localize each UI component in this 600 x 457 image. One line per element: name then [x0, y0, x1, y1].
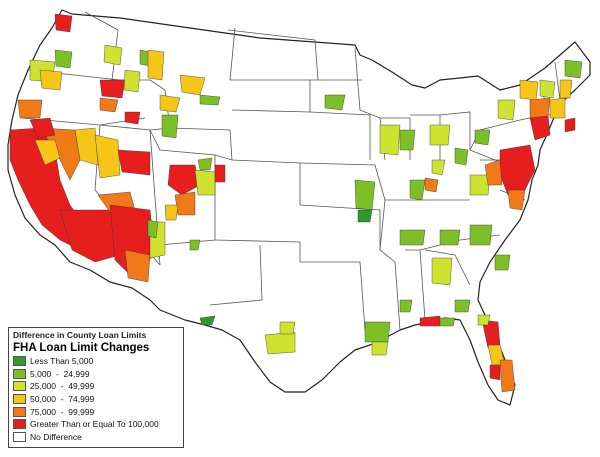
legend-list: Less Than 5,000 5,000 - 24,999 25,000 - … [13, 355, 179, 443]
county-patch [161, 114, 179, 139]
county-patch [117, 149, 151, 176]
county-patch [474, 129, 491, 146]
county-patch [164, 204, 179, 221]
county-patch [454, 147, 469, 166]
legend-swatch [13, 356, 26, 367]
legend-item: No Difference [13, 431, 179, 444]
legend-item: 75,000 - 99,999 [13, 405, 179, 418]
county-patch [431, 257, 453, 286]
county-patch [494, 254, 511, 271]
county-patch [194, 169, 216, 196]
county-patch [17, 99, 43, 119]
county-patch [549, 97, 566, 119]
county-patch [419, 315, 441, 327]
county-patch [174, 191, 196, 216]
county-patch [74, 127, 99, 166]
county-patch [39, 69, 63, 91]
county-patch [431, 159, 446, 176]
county-patch [484, 159, 503, 186]
legend-swatch [13, 394, 26, 405]
county-patch [159, 94, 181, 113]
legend-item: 5,000 - 24,999 [13, 368, 179, 381]
county-patch [477, 314, 491, 326]
county-patch [499, 359, 516, 393]
county-patch [124, 111, 141, 125]
county-patch [324, 94, 346, 111]
legend-swatch [13, 419, 26, 430]
county-patch [539, 79, 556, 99]
county-patch [519, 79, 539, 101]
county-patch [439, 229, 461, 246]
legend-item: 50,000 - 74,999 [13, 393, 179, 406]
county-patch [559, 79, 573, 99]
county-patch [564, 117, 576, 133]
county-patch [489, 364, 501, 381]
county-patch [167, 164, 201, 196]
legend-item: Greater Than or Equal To 100,000 [13, 418, 179, 431]
county-patch [99, 97, 119, 113]
county-patch [264, 331, 296, 355]
county-patch [123, 69, 141, 93]
county-patch [354, 179, 376, 211]
legend-item: 25,000 - 49,999 [13, 380, 179, 393]
legend-label: 25,000 - 49,999 [30, 381, 95, 392]
county-patch [279, 321, 296, 335]
county-patch [199, 315, 216, 326]
county-patch [454, 299, 471, 313]
county-patch [529, 97, 551, 119]
county-patch [399, 229, 426, 246]
county-patch [469, 174, 491, 196]
county-patch [399, 299, 413, 313]
county-patch [439, 317, 456, 327]
county-patch [99, 79, 126, 99]
usa-outline [7, 9, 591, 406]
legend-label: Greater Than or Equal To 100,000 [30, 419, 159, 430]
county-patch [54, 49, 73, 69]
county-patches [9, 13, 583, 393]
county-patch [507, 189, 526, 211]
county-patch [399, 129, 416, 151]
county-patch [54, 13, 73, 33]
county-patch [124, 249, 151, 283]
legend-heading: Difference in County Loan Limits [13, 330, 147, 340]
county-patch [564, 59, 583, 79]
county-patch [189, 239, 201, 251]
county-patch [429, 124, 451, 146]
county-patch [94, 134, 121, 179]
county-patch [103, 44, 123, 66]
legend-label: Less Than 5,000 [30, 356, 94, 367]
county-patch [34, 139, 61, 166]
legend-label: No Difference [30, 431, 82, 442]
county-patch [29, 117, 56, 139]
legend-item: Less Than 5,000 [13, 355, 179, 368]
county-patch [424, 177, 439, 193]
county-patch [409, 179, 426, 201]
legend-swatch [13, 406, 26, 417]
county-patch [147, 219, 159, 239]
legend-label: 50,000 - 74,999 [30, 394, 95, 405]
map-legend: Difference in County Loan Limits FHA Loa… [8, 327, 184, 448]
county-patch [199, 94, 221, 106]
legend-swatch [13, 381, 26, 392]
county-patch [371, 341, 389, 356]
county-patch [147, 49, 165, 81]
legend-label: 75,000 - 99,999 [30, 406, 95, 417]
legend-swatch [13, 431, 26, 442]
legend-title: FHA Loan Limit Changes [13, 342, 150, 354]
county-patch [469, 224, 493, 246]
legend-label: 5,000 - 24,999 [30, 368, 90, 379]
county-patch [197, 157, 213, 171]
county-patch [497, 99, 516, 121]
county-patch [357, 209, 373, 223]
county-patch [379, 124, 401, 156]
county-patch [364, 321, 391, 343]
county-patch [214, 164, 226, 183]
legend-swatch [13, 368, 26, 379]
